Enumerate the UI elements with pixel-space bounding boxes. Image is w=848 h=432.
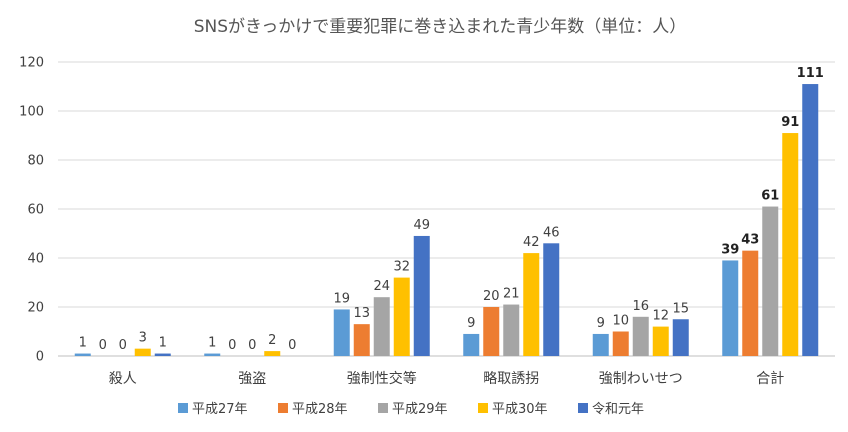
category-label: 強制性交等 — [347, 370, 417, 387]
data-label: 39 — [721, 242, 739, 257]
bar — [503, 304, 520, 356]
data-label: 1 — [208, 336, 216, 351]
legend-label: 平成29年 — [392, 402, 448, 417]
data-label: 42 — [523, 235, 540, 250]
data-label: 0 — [248, 338, 256, 353]
legend: 平成27年 平成28年 平成29年 平成30年 令和元年 — [178, 402, 644, 417]
data-label: 0 — [119, 338, 127, 353]
bar — [523, 253, 540, 356]
y-tick-label: 100 — [19, 105, 44, 120]
data-label: 21 — [503, 287, 520, 302]
data-label: 16 — [632, 299, 649, 314]
y-tick-label: 120 — [19, 56, 44, 71]
bar — [373, 297, 390, 356]
legend-swatch — [278, 403, 288, 413]
data-label: 46 — [543, 225, 560, 240]
x-axis-categories: 殺人 強盗 強制性交等 略取誘拐 強制わいせつ 合計 — [109, 370, 785, 387]
data-label: 49 — [413, 218, 430, 233]
bar — [74, 353, 91, 356]
bar — [672, 319, 689, 356]
data-label: 0 — [288, 338, 296, 353]
bar — [722, 260, 739, 356]
y-tick-label: 20 — [27, 301, 44, 316]
data-label: 15 — [672, 301, 689, 316]
legend-swatch — [478, 403, 488, 413]
data-label: 1 — [79, 336, 87, 351]
bar — [543, 243, 560, 356]
bar — [134, 348, 151, 356]
bar — [463, 333, 480, 356]
bar — [782, 133, 799, 356]
data-label: 91 — [781, 115, 799, 130]
bar — [393, 277, 410, 356]
bar — [802, 84, 819, 357]
category-label: 強盗 — [238, 371, 266, 387]
y-tick-label: 80 — [27, 154, 44, 169]
chart-title: SNSがきっかけで重要犯罪に巻き込まれた青少年数（単位：人） — [194, 17, 687, 37]
data-label: 13 — [353, 306, 370, 321]
legend-item: 平成30年 — [478, 402, 548, 417]
bar — [413, 235, 430, 356]
category-label: 殺人 — [109, 371, 137, 387]
data-label: 10 — [612, 314, 629, 329]
data-label: 32 — [393, 260, 410, 275]
bar — [483, 307, 500, 356]
legend-label: 平成28年 — [292, 402, 348, 417]
data-label: 9 — [597, 316, 605, 331]
bar — [742, 250, 759, 356]
category-label: 強制わいせつ — [599, 371, 683, 387]
legend-swatch — [178, 403, 188, 413]
bar — [592, 333, 609, 356]
legend-item: 平成29年 — [378, 402, 448, 417]
bar — [612, 331, 629, 356]
legend-label: 平成27年 — [192, 402, 248, 417]
legend-item: 平成27年 — [178, 402, 248, 417]
y-tick-label: 0 — [36, 350, 44, 365]
bar — [652, 326, 669, 356]
bar — [762, 206, 779, 356]
bars — [74, 84, 819, 357]
data-label: 111 — [797, 66, 824, 81]
data-label: 20 — [483, 289, 500, 304]
data-label: 1 — [159, 336, 167, 351]
data-label: 43 — [741, 233, 759, 248]
bar — [632, 316, 649, 356]
data-label: 24 — [373, 279, 390, 294]
legend-item: 令和元年 — [578, 402, 644, 417]
legend-label: 平成30年 — [492, 402, 548, 417]
gridlines — [58, 61, 835, 357]
data-label: 61 — [761, 189, 779, 204]
bar — [204, 353, 221, 356]
data-label: 9 — [467, 316, 475, 331]
legend-label: 令和元年 — [592, 402, 644, 417]
data-label: 12 — [652, 309, 669, 324]
bar — [154, 353, 171, 356]
data-label: 3 — [139, 331, 147, 346]
data-label: 2 — [268, 333, 276, 348]
data-label: 19 — [333, 291, 350, 306]
legend-swatch — [378, 403, 388, 413]
category-label: 合計 — [756, 371, 784, 387]
category-label: 略取誘拐 — [483, 371, 539, 387]
legend-swatch — [578, 403, 588, 413]
legend-item: 平成28年 — [278, 402, 348, 417]
bar — [333, 309, 350, 356]
data-label: 0 — [228, 338, 236, 353]
data-label: 0 — [99, 338, 107, 353]
y-axis-ticks: 0 20 40 60 80 100 120 — [19, 56, 44, 365]
y-tick-label: 40 — [27, 252, 44, 267]
bar — [353, 324, 370, 356]
bar — [264, 351, 281, 356]
y-tick-label: 60 — [27, 203, 44, 218]
